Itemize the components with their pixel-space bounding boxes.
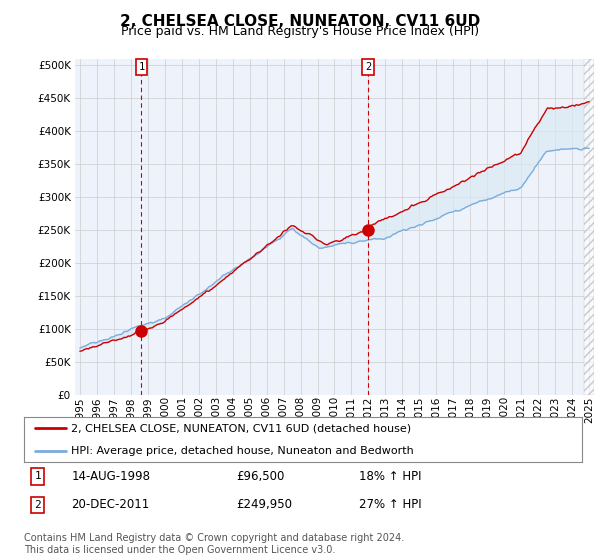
- Text: 2: 2: [35, 500, 41, 510]
- Text: 2, CHELSEA CLOSE, NUNEATON, CV11 6UD: 2, CHELSEA CLOSE, NUNEATON, CV11 6UD: [120, 14, 480, 29]
- Text: Contains HM Land Registry data © Crown copyright and database right 2024.
This d: Contains HM Land Registry data © Crown c…: [24, 533, 404, 555]
- Text: 1: 1: [139, 62, 145, 72]
- Text: £249,950: £249,950: [236, 498, 292, 511]
- Text: 18% ↑ HPI: 18% ↑ HPI: [359, 470, 421, 483]
- Text: £96,500: £96,500: [236, 470, 284, 483]
- Text: 20-DEC-2011: 20-DEC-2011: [71, 498, 149, 511]
- Text: HPI: Average price, detached house, Nuneaton and Bedworth: HPI: Average price, detached house, Nune…: [71, 446, 414, 456]
- Text: 2, CHELSEA CLOSE, NUNEATON, CV11 6UD (detached house): 2, CHELSEA CLOSE, NUNEATON, CV11 6UD (de…: [71, 423, 412, 433]
- Text: 27% ↑ HPI: 27% ↑ HPI: [359, 498, 421, 511]
- Text: 1: 1: [35, 472, 41, 482]
- Text: Price paid vs. HM Land Registry's House Price Index (HPI): Price paid vs. HM Land Registry's House …: [121, 25, 479, 38]
- Text: 2: 2: [365, 62, 371, 72]
- Text: 14-AUG-1998: 14-AUG-1998: [71, 470, 151, 483]
